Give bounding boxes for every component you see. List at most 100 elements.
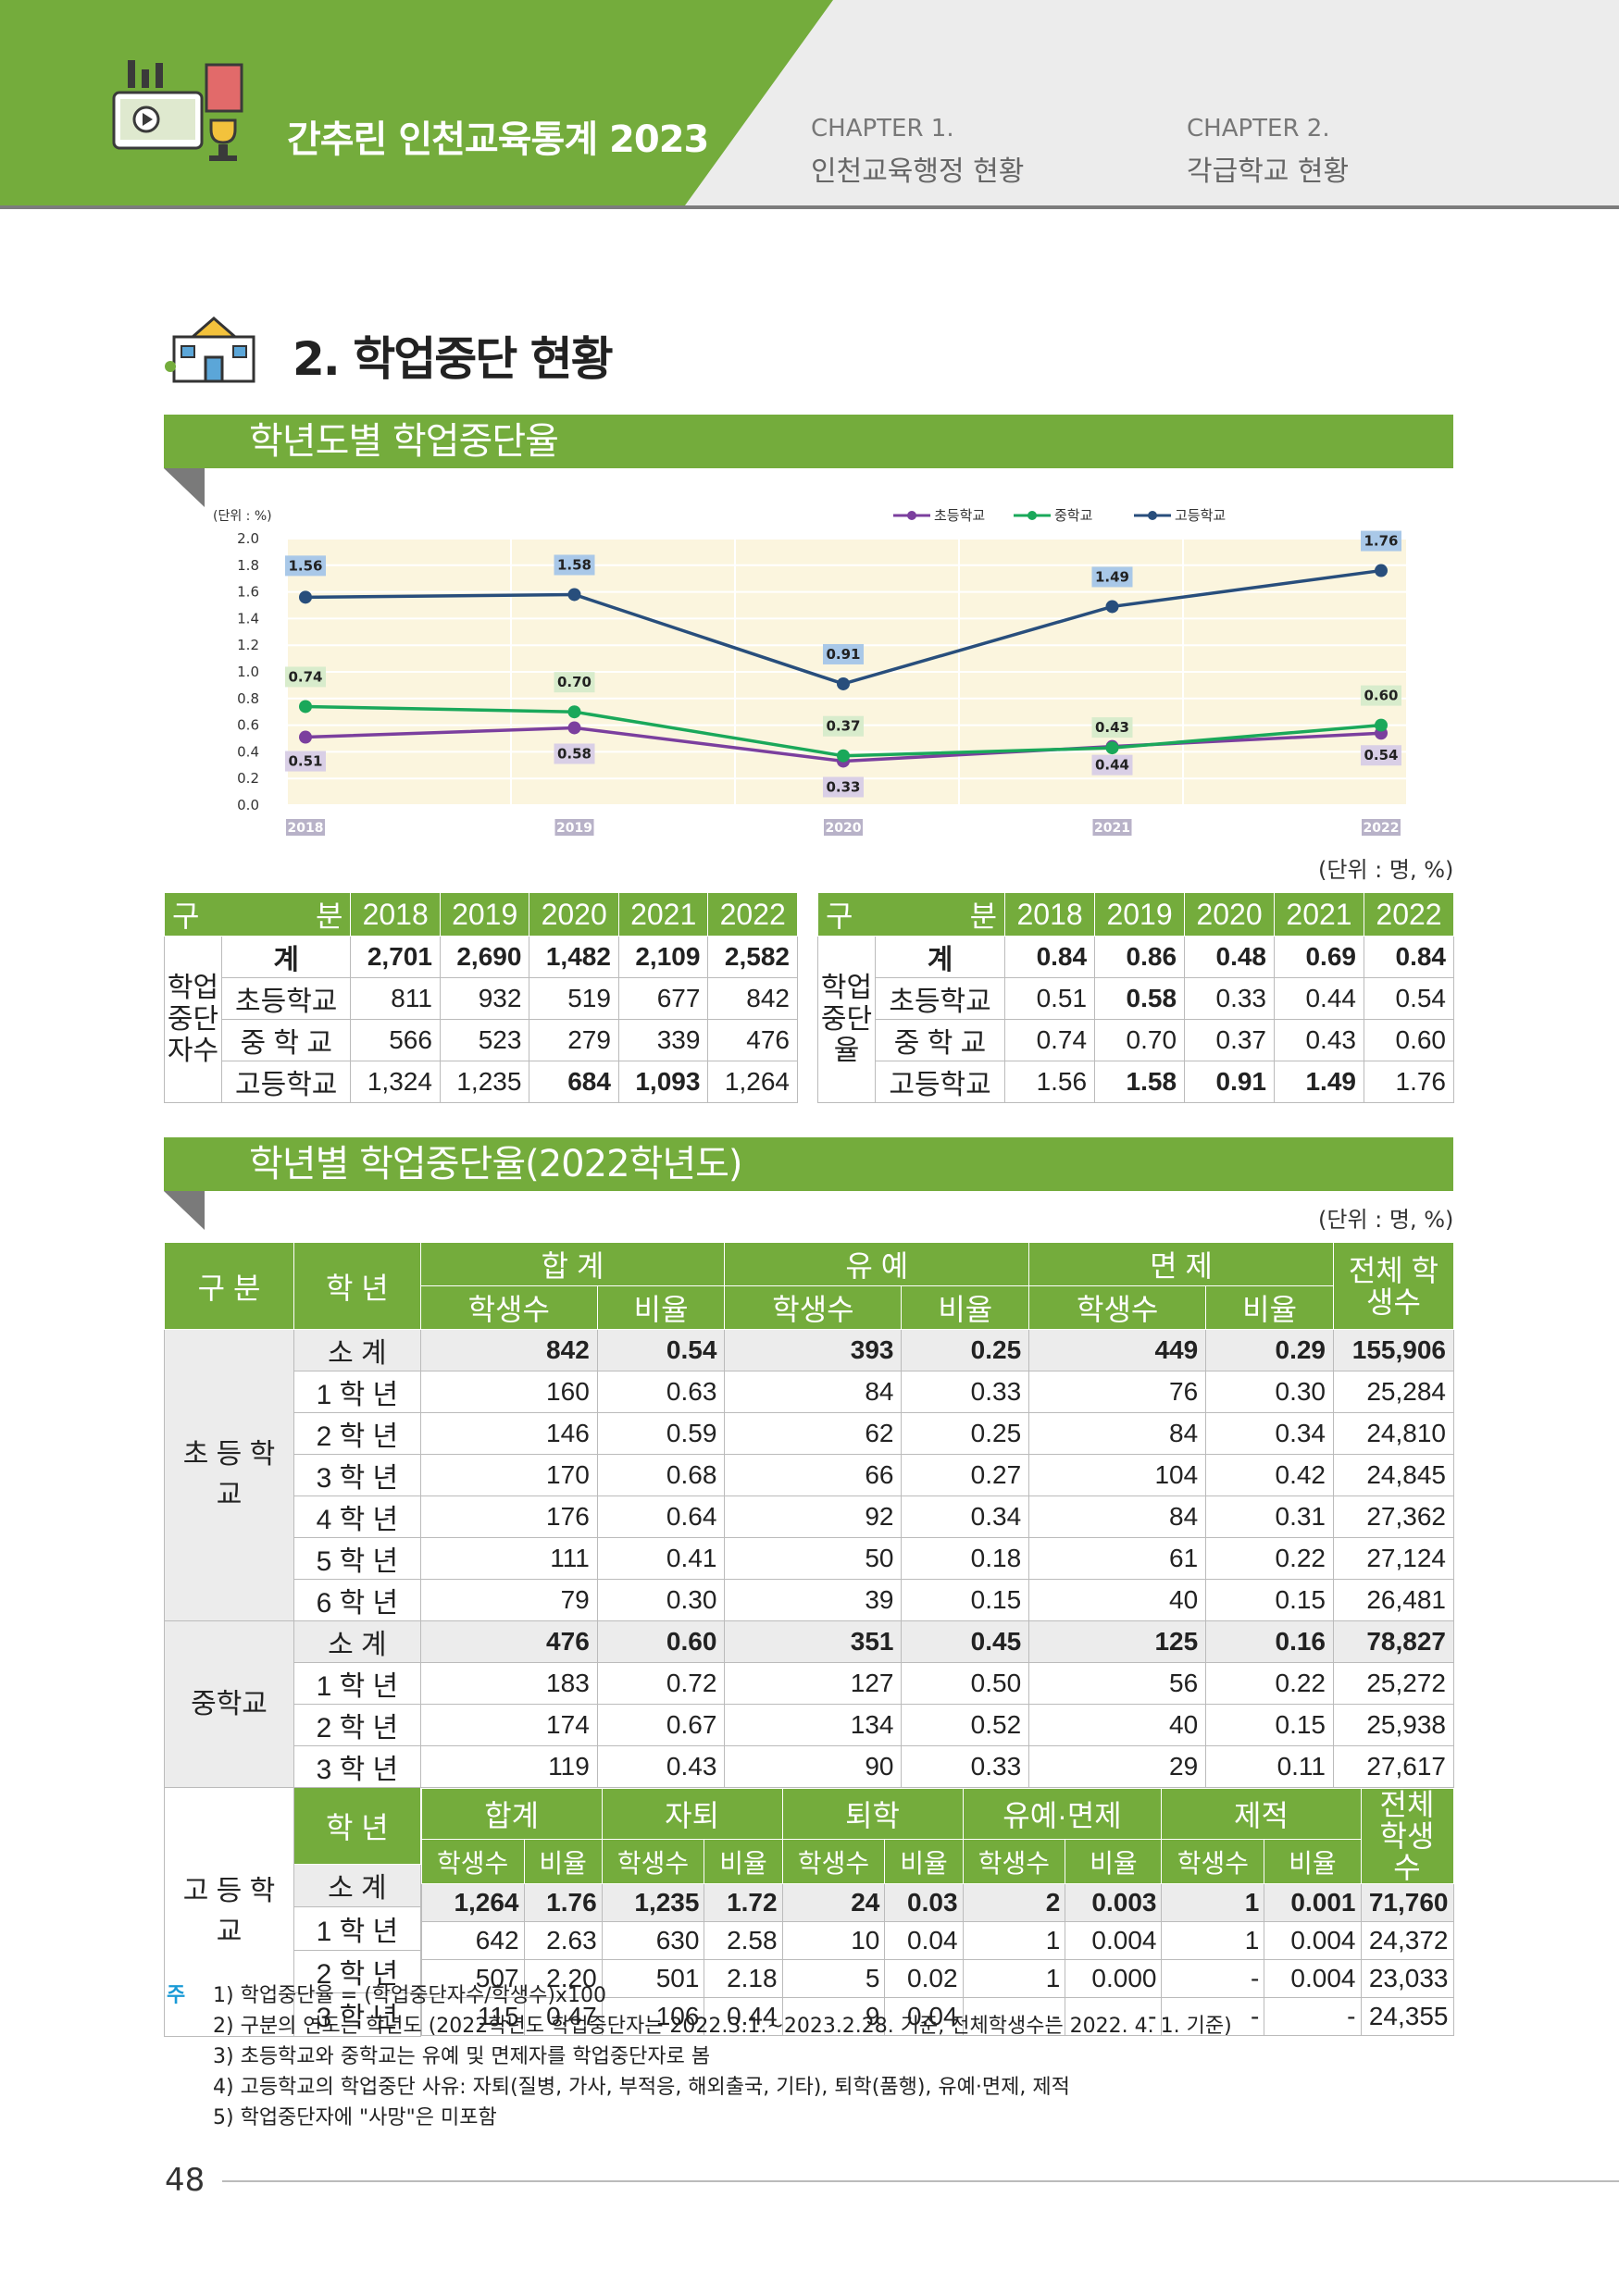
t1-year-0: 2018 <box>350 892 441 937</box>
t3-high-cell: - <box>962 1997 1066 2036</box>
t3-cell: 170 <box>419 1454 598 1496</box>
t1-row-label: 계 <box>220 936 352 978</box>
t3-high-cell: 106 <box>601 1997 705 2036</box>
t1-cell: 684 <box>529 1061 619 1103</box>
t3-high-cell: 2.63 <box>523 1921 603 1960</box>
t3-cell: 0.34 <box>901 1496 1030 1538</box>
data-label: 0.58 <box>557 745 592 762</box>
data-label-bg <box>554 743 595 764</box>
t3-high-label-row: 소 계 <box>165 1863 1454 1908</box>
t2-year-1: 2019 <box>1094 892 1186 937</box>
chapter-2-link[interactable]: CHAPTER 2. 각급학교 현황 <box>1187 115 1349 189</box>
t3-cell: 76 <box>1028 1371 1207 1413</box>
t3-h-n: 학생수 <box>1028 1285 1207 1330</box>
t3-cell: 134 <box>724 1704 903 1746</box>
t3-cell: 0.41 <box>596 1537 726 1580</box>
t3-cell: 0.67 <box>596 1704 726 1746</box>
t3-high-cell: 9 <box>781 1997 886 2036</box>
t2-group-label: 학업 중단 율 <box>817 936 876 1103</box>
dropout-rate-line-chart: (단위 : %) 2.0 1.8 1.6 1.4 1.2 1.0 0.8 0.6 0.4 0.2 0.… <box>213 507 1408 836</box>
t3-high-h2: 학생수 비율 학생수 비율 학생수 비율 학생수 비율 학생수 비율 <box>420 1839 1453 1884</box>
legend-marker <box>1148 511 1157 520</box>
t1-cell: 566 <box>350 1019 441 1061</box>
t3-cell: 29 <box>1028 1745 1207 1788</box>
footnotes: 주 1) 학업중단율 = (학업중단자수/학생수)x100 2) 구분의 연도는 … <box>167 1980 1232 2133</box>
legend-label: 초등학교 <box>934 507 985 524</box>
t1-cell: 2,109 <box>617 936 709 978</box>
t3-high-cell: 642 <box>420 1921 525 1960</box>
t3-h-n: 학생수 <box>724 1285 903 1330</box>
chapter-1-label: CHAPTER 1. <box>811 115 954 143</box>
data-label: 0.60 <box>1364 688 1398 704</box>
t3-grade-label: 3 학 년 <box>293 1745 421 1788</box>
data-label-bg <box>554 672 595 693</box>
data-point <box>1105 741 1119 755</box>
t3-cell: 39 <box>724 1579 903 1621</box>
t3-hh-r: 비율 <box>884 1839 964 1884</box>
t2-row-label: 중 학 교 <box>874 1019 1006 1061</box>
t3-hh-n: 학생수 <box>781 1839 886 1884</box>
unit-label-2: (단위 : 명, %) <box>1318 1207 1454 1233</box>
notes-lines: 1) 학업중단율 = (학업중단자수/학생수)x100 2) 구분의 연도는 학년… <box>167 1980 1232 2133</box>
t3-high-cell: 0.001 <box>1264 1883 1362 1922</box>
t3-row: 2 학 년 174 0.67 134 0.52 40 0.15 25,938 <box>165 1704 1454 1746</box>
chart-ytick: 0.6 <box>237 717 259 734</box>
t2-cell: 0.91 <box>1184 1061 1275 1103</box>
data-point <box>567 705 581 719</box>
t1-cell: 2,690 <box>439 936 530 978</box>
t3-cell: 79 <box>419 1579 598 1621</box>
t3-hh-grade: 학 년 <box>293 1787 421 1865</box>
t3-grade-label: 1 학 년 <box>293 1662 421 1705</box>
t3-grade-label: 6 학 년 <box>293 1579 421 1621</box>
t3-high-cell: 2 <box>962 1883 1066 1922</box>
data-label-bg <box>1091 754 1133 776</box>
chart-xtick-bg <box>1362 819 1401 836</box>
t1-cell: 1,235 <box>439 1061 530 1103</box>
t3-cell: 0.45 <box>901 1620 1030 1663</box>
t3-high-cell: 630 <box>601 1921 705 1960</box>
note-line: 5) 학업중단자에 "사망"은 미포함 <box>213 2106 497 2129</box>
legend-label: 중학교 <box>1054 507 1092 524</box>
t3-cell: 104 <box>1028 1454 1207 1496</box>
t3-cell: 449 <box>1028 1329 1207 1371</box>
t1-row-label: 초등학교 <box>220 977 352 1020</box>
t2-cell: 0.44 <box>1274 977 1364 1020</box>
t3-high-label-row: 2 학 년 <box>165 1949 1454 1994</box>
t3-high-cell: 1 <box>962 1959 1066 1998</box>
t3-high-cell: 24 <box>781 1883 886 1922</box>
t2-cell: 1.56 <box>1004 1061 1096 1103</box>
t2-cell: 0.54 <box>1363 977 1455 1020</box>
chart-ytick: 1.2 <box>237 637 259 653</box>
data-label-bg <box>823 643 864 664</box>
legend-marker <box>907 511 916 520</box>
t3-h-all: 전체 학생수 <box>1333 1242 1454 1330</box>
header-title: 간추린 인천교육통계 2023 <box>287 118 709 161</box>
chapter-1-name: 인천교육행정 현황 <box>811 155 1025 188</box>
t2-cell: 0.37 <box>1184 1019 1275 1061</box>
t3-cell: 119 <box>419 1745 598 1788</box>
t3-cell: 476 <box>419 1620 598 1663</box>
school-icon <box>165 316 255 383</box>
t2-row-label: 초등학교 <box>874 977 1006 1020</box>
chapter-1-link[interactable]: CHAPTER 1. 인천교육행정 현황 <box>811 115 1024 189</box>
t3-hh-r: 비율 <box>1264 1839 1362 1884</box>
t3-cell: 0.42 <box>1205 1454 1334 1496</box>
t3-hh-n: 학생수 <box>962 1839 1066 1884</box>
t2-row-label: 계 <box>874 936 1006 978</box>
t3-high-cell: - <box>1161 1959 1265 1998</box>
t3-cell: 174 <box>419 1704 598 1746</box>
chart-ytick: 0.0 <box>237 797 259 813</box>
chart-ytick: 1.4 <box>237 610 259 627</box>
t3-high-cell: 10 <box>781 1921 886 1960</box>
t2-year-3: 2021 <box>1274 892 1364 937</box>
t2-year-0: 2018 <box>1004 892 1096 937</box>
t3-row: 1 학 년 183 0.72 127 0.50 56 0.22 25,272 <box>165 1662 1454 1705</box>
data-label-bg <box>285 666 326 688</box>
t3-cell: 24,810 <box>1333 1412 1454 1455</box>
data-label-bg <box>1361 685 1401 706</box>
data-label: 0.91 <box>826 646 860 663</box>
t3-cell: 0.59 <box>596 1412 726 1455</box>
t2-cell: 0.84 <box>1363 936 1455 978</box>
t3-row: 3 학 년 119 0.43 90 0.33 29 0.11 27,617 <box>165 1745 1454 1788</box>
